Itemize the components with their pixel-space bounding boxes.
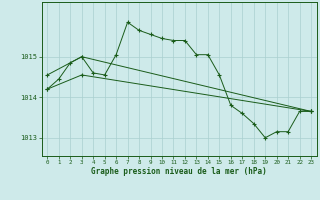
- X-axis label: Graphe pression niveau de la mer (hPa): Graphe pression niveau de la mer (hPa): [91, 167, 267, 176]
